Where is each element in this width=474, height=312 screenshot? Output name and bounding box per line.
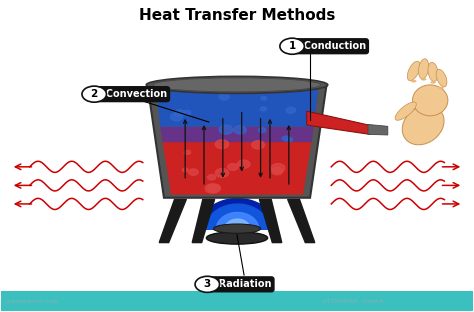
Polygon shape (147, 85, 327, 198)
Circle shape (260, 107, 267, 111)
Circle shape (261, 96, 267, 100)
Circle shape (286, 107, 295, 113)
Circle shape (219, 125, 233, 134)
Circle shape (184, 150, 191, 154)
Circle shape (82, 86, 107, 102)
Ellipse shape (146, 76, 328, 93)
Text: Radiation: Radiation (212, 279, 272, 289)
Polygon shape (288, 199, 315, 243)
Circle shape (171, 113, 182, 121)
Circle shape (228, 163, 238, 170)
Circle shape (215, 140, 229, 149)
FancyBboxPatch shape (1, 290, 473, 311)
Polygon shape (159, 199, 186, 243)
Circle shape (280, 38, 304, 54)
Polygon shape (259, 199, 282, 243)
Ellipse shape (395, 102, 416, 120)
Text: 2: 2 (91, 89, 98, 99)
Ellipse shape (154, 78, 320, 92)
Text: Heat Transfer Methods: Heat Transfer Methods (139, 8, 335, 23)
Ellipse shape (421, 78, 427, 80)
Ellipse shape (438, 87, 444, 89)
Circle shape (258, 128, 266, 133)
Text: 3: 3 (204, 279, 211, 289)
Text: Convection: Convection (99, 89, 167, 99)
Text: 1: 1 (289, 41, 296, 51)
Ellipse shape (402, 105, 444, 145)
Circle shape (208, 175, 216, 180)
Circle shape (174, 110, 185, 117)
Ellipse shape (428, 62, 438, 81)
Circle shape (272, 168, 283, 175)
Circle shape (182, 168, 188, 172)
Ellipse shape (430, 81, 436, 84)
Text: Conduction: Conduction (297, 41, 366, 51)
Circle shape (205, 184, 219, 193)
Polygon shape (368, 124, 388, 135)
Circle shape (195, 276, 219, 292)
Circle shape (183, 110, 191, 115)
Text: dreamstime.com: dreamstime.com (6, 300, 59, 305)
Circle shape (215, 168, 228, 177)
Circle shape (219, 93, 229, 100)
Circle shape (287, 138, 292, 141)
Polygon shape (156, 90, 318, 127)
Ellipse shape (213, 224, 261, 233)
Circle shape (283, 136, 290, 141)
Circle shape (252, 141, 264, 149)
Ellipse shape (411, 80, 417, 82)
Ellipse shape (412, 85, 448, 116)
Circle shape (208, 184, 220, 193)
Ellipse shape (407, 61, 420, 81)
Polygon shape (160, 127, 314, 142)
Circle shape (189, 169, 198, 175)
Circle shape (237, 160, 250, 168)
Ellipse shape (436, 69, 447, 87)
Ellipse shape (419, 59, 428, 79)
Polygon shape (192, 199, 215, 243)
Ellipse shape (206, 232, 268, 244)
Polygon shape (307, 111, 370, 134)
Polygon shape (163, 142, 311, 195)
Text: 247504566  Udaix4: 247504566 Udaix4 (322, 300, 383, 305)
Circle shape (271, 163, 285, 173)
Circle shape (234, 126, 246, 134)
